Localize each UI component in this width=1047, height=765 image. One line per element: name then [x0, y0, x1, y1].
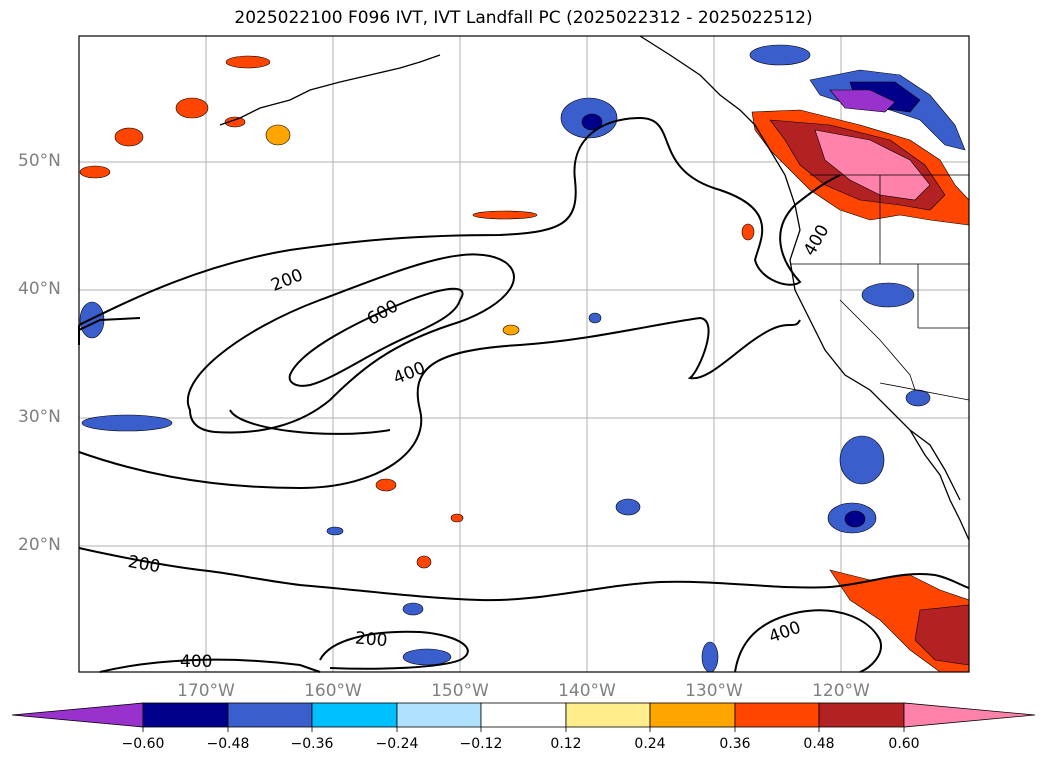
colorbar-tick-label: 0.24 [634, 736, 666, 752]
pacific-negative-patch [588, 312, 602, 324]
pacific-negative-patch [839, 435, 885, 485]
colorbar-tick-label: 0.36 [719, 736, 751, 752]
contour-200-south-arc [78, 317, 391, 435]
pacific-negative-patch [749, 44, 811, 66]
pnw-pink-patch [814, 129, 931, 201]
pacific-positive-patch [416, 555, 432, 569]
contour-400-se [734, 609, 882, 673]
alaska-coast [639, 35, 796, 206]
lat-label: 40°N [18, 279, 61, 299]
pacific-positive-patch [224, 116, 246, 128]
pacific-positive-patch [472, 210, 538, 220]
colorbar-tick-label: 0.60 [888, 736, 920, 752]
colorbar-tick-label: −0.12 [459, 736, 503, 752]
colorbar-segment [227, 702, 313, 728]
contour-200-southern [78, 547, 970, 602]
colorbar-extend-right [903, 702, 1036, 728]
lat-label: 50°N [18, 151, 61, 171]
contour-200-large [78, 316, 801, 490]
pacific-positive-patch [114, 127, 144, 147]
colorbar-tick-label: −0.60 [121, 736, 165, 752]
pacific-negative-patch [615, 498, 641, 516]
lat-label: 20°N [18, 535, 61, 555]
pacific-positive-patch [265, 124, 291, 146]
gridlines [79, 36, 969, 672]
positive-patches [79, 55, 970, 673]
colorbar-tick-label: −0.24 [375, 736, 419, 752]
lon-label: 150°W [431, 681, 489, 701]
pacific-negative-patch [326, 526, 344, 536]
pacific-positive-patch [502, 324, 520, 336]
pacific-negative-patch [581, 113, 603, 131]
bc-purple-patch [829, 89, 896, 113]
colorbar-segment [734, 702, 820, 728]
negative-patches [79, 44, 966, 673]
pacific-negative-patch [402, 602, 424, 616]
map-frame [78, 35, 970, 673]
map-title: 2025022100 F096 IVT, IVT Landfall PC (20… [234, 8, 813, 28]
pacific-positive-patch [375, 478, 397, 492]
colorbar-segment [565, 702, 651, 728]
contour-400-bottom [99, 658, 321, 673]
pacific-negative-patch [844, 510, 866, 528]
lat-label: 30°N [18, 407, 61, 427]
colorbar-extend-left [11, 702, 144, 728]
pacific-positive-patch [450, 513, 464, 523]
political-borders [790, 174, 970, 401]
pacific-negative-patch [905, 389, 931, 407]
lon-label: 160°W [304, 681, 362, 701]
socal-darkred-patch [914, 604, 970, 666]
baja-coast [909, 429, 961, 501]
colorbar-segment [311, 702, 398, 728]
contour-200-lower [319, 630, 469, 670]
colorbar-segment [396, 702, 482, 728]
pacific-positive-patch [79, 165, 111, 179]
pacific-negative-patch [861, 282, 915, 308]
colorbar-segment [649, 702, 736, 728]
colorbar-segment [480, 702, 567, 728]
pacific-positive-patch [225, 55, 271, 69]
pacific-negative-patch [81, 414, 173, 432]
colorbar-tick-label: 0.48 [803, 736, 835, 752]
lon-label: 140°W [558, 681, 616, 701]
pacific-negative-patch [402, 648, 452, 666]
lon-label: 120°W [812, 681, 870, 701]
contour-400-loop [187, 253, 515, 434]
contour-label: 200 [354, 628, 388, 651]
colorbar-tick-label: 0.12 [550, 736, 582, 752]
ivt-contours [78, 116, 970, 673]
pacific-positive-patch [175, 97, 209, 119]
colorbar-tick-label: −0.36 [290, 736, 334, 752]
aleutian-coast [219, 54, 441, 126]
lon-label: 170°W [177, 681, 235, 701]
lon-label: 130°W [685, 681, 743, 701]
colorbar-segment [142, 702, 229, 728]
colorbar [11, 702, 1036, 732]
colorbar-tick-label: −0.48 [206, 736, 250, 752]
pacific-negative-patch [701, 641, 719, 673]
colorbar-segment [818, 702, 905, 728]
pacific-positive-patch [741, 223, 755, 241]
contour-label: 400 [180, 652, 212, 672]
contour-600-loop [288, 287, 464, 387]
